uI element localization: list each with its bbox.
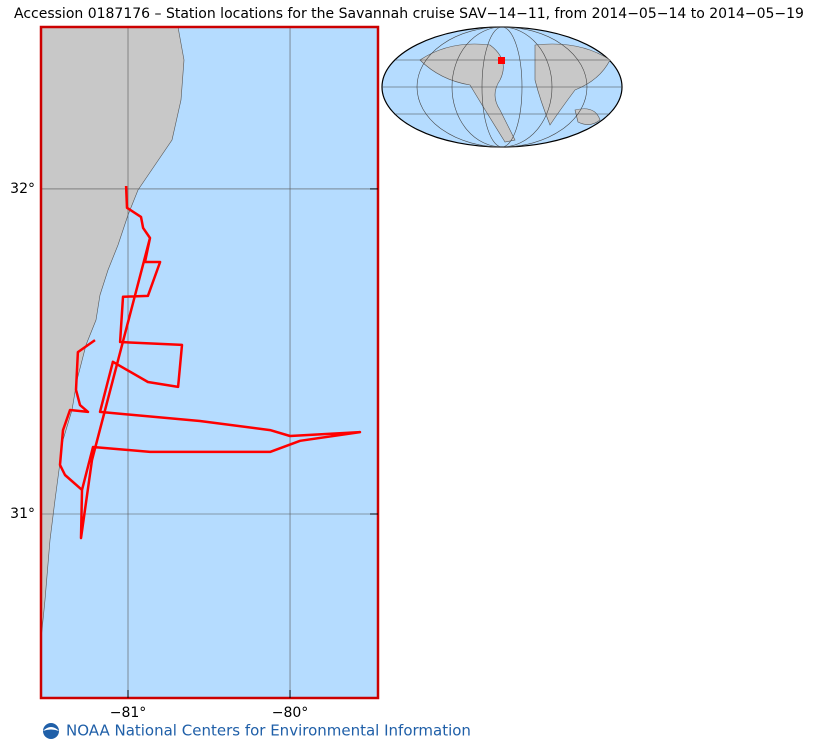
x-tick-label: −81° [110, 705, 147, 721]
map-area [41, 27, 378, 698]
map-title: Accession 0187176 – Station locations fo… [14, 6, 804, 22]
noaa-logo [43, 723, 59, 739]
footer-credit: NOAA National Centers for Environmental … [66, 722, 471, 740]
cruise-track [58, 185, 362, 540]
map-frame [39, 25, 380, 700]
y-tick-label: 31° [10, 506, 35, 522]
x-tick-label: −80° [272, 705, 309, 721]
land [41, 27, 185, 641]
y-tick-label: 32° [10, 181, 35, 197]
inset-globe [381, 26, 623, 148]
